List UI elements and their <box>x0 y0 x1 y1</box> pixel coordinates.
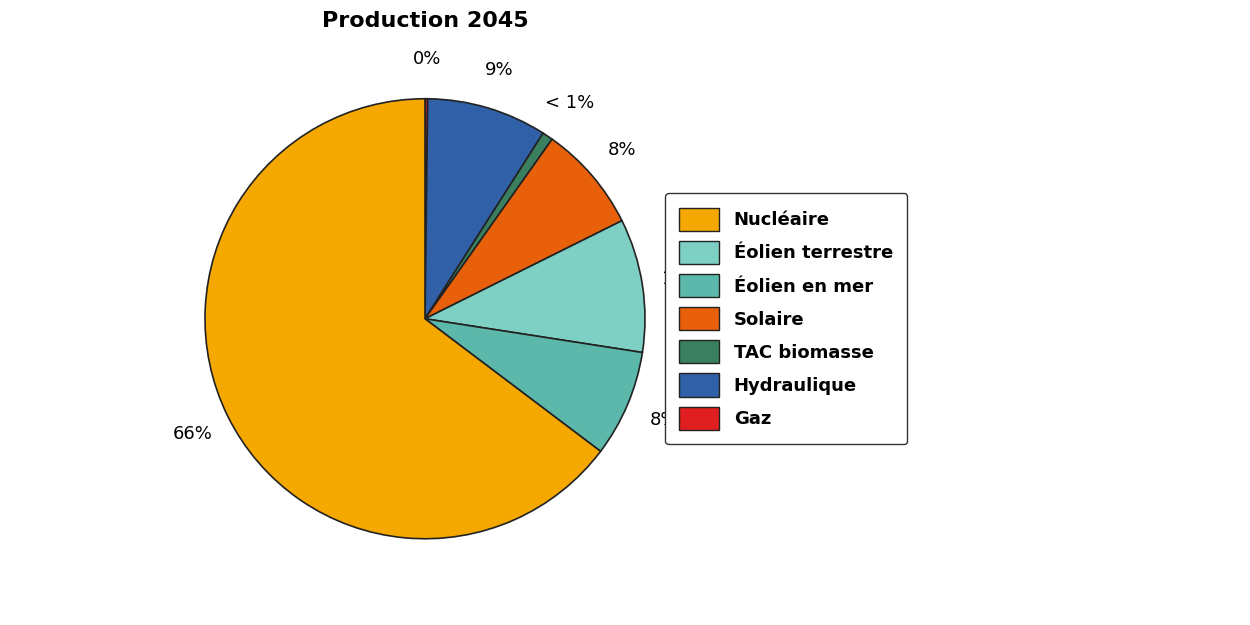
Text: 10%: 10% <box>661 270 701 288</box>
Text: 9%: 9% <box>485 61 514 79</box>
Text: < 1%: < 1% <box>545 94 594 112</box>
Text: 8%: 8% <box>608 141 636 159</box>
Text: 8%: 8% <box>650 411 679 429</box>
Wedge shape <box>425 319 642 451</box>
Wedge shape <box>425 221 645 352</box>
Legend: Nucléaire, Éolien terrestre, Éolien en mer, Solaire, TAC biomasse, Hydraulique, : Nucléaire, Éolien terrestre, Éolien en m… <box>665 193 908 444</box>
Wedge shape <box>425 99 428 319</box>
Wedge shape <box>205 99 600 539</box>
Wedge shape <box>425 133 552 319</box>
Text: 66%: 66% <box>173 426 213 444</box>
Wedge shape <box>425 99 542 319</box>
Wedge shape <box>425 139 622 319</box>
Title: Production 2045: Production 2045 <box>321 11 529 31</box>
Text: 0%: 0% <box>412 50 441 68</box>
